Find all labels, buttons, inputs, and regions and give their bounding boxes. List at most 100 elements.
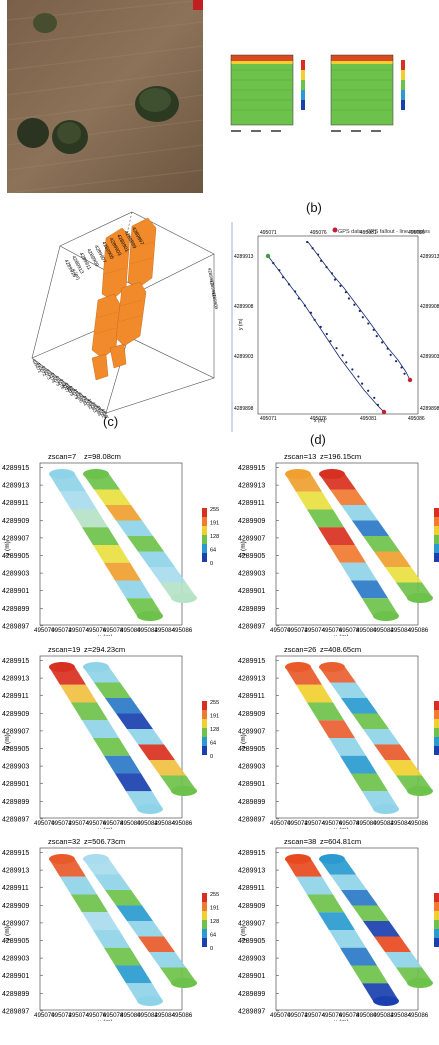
slice-strip-segment — [138, 744, 175, 760]
slice-strip-segment — [330, 874, 367, 890]
slice-y-tick: 4289915 — [238, 658, 265, 665]
colorbar-tick: 64 — [210, 741, 216, 747]
slice-strip-segment — [385, 760, 422, 776]
gps-track-plot: 495071 495071 495076 495076 495081 495081 4950… — [228, 222, 439, 432]
slice-x-tick: 495074 — [68, 1012, 89, 1019]
gps-point — [361, 316, 364, 319]
colorbar-segment — [434, 746, 439, 755]
slice-xlabel: x (m) — [98, 1019, 113, 1021]
slice-y-tick: 4289897 — [238, 1008, 265, 1015]
gps-point — [325, 265, 328, 269]
colorbar-tick: 0 — [210, 946, 213, 952]
slice-x-tick: 495076 — [322, 820, 343, 827]
gps-point — [278, 269, 281, 272]
gps-point — [287, 283, 291, 286]
colorbar-segment — [202, 728, 207, 737]
slice-y-tick: 4289905 — [238, 746, 265, 753]
gps-point — [367, 322, 370, 325]
slice-strip-segment — [60, 684, 97, 703]
gps-point — [320, 259, 323, 262]
slice-xlabel: x (m) — [334, 634, 349, 636]
gps-point — [309, 311, 313, 314]
slice-x-tick: 495070 — [270, 1012, 291, 1019]
slice-x-tick: 495072 — [51, 820, 72, 827]
slice-y-tick: 4289909 — [2, 903, 29, 910]
slice-y-tick: 4289911 — [238, 885, 265, 892]
slice-strip-segment — [149, 760, 186, 776]
gps-point — [347, 297, 351, 300]
slice-strip-segment — [127, 536, 164, 552]
slice-strip-segment — [340, 755, 377, 774]
slice-depth-label: z=294.23cm — [84, 645, 125, 654]
colorbar-segment — [202, 929, 207, 938]
block3d-x-tick: 495075 — [50, 371, 62, 387]
slice-strip-segment — [60, 491, 97, 510]
slice-y-tick: 4289913 — [2, 868, 29, 875]
block3d-x-tick: 495079 — [68, 385, 80, 401]
slice-strip-segment — [104, 947, 141, 966]
slice-zscan-label: zscan=26 — [284, 645, 316, 654]
gps-xlabel: x (m) — [314, 418, 326, 424]
slice-strip-segment — [138, 551, 175, 567]
gps-point — [294, 290, 297, 293]
slice-strip-segment — [71, 702, 108, 721]
slice-ylabel: y (m) — [240, 541, 247, 556]
slice-y-tick: 4289905 — [238, 938, 265, 945]
panel-label-b: (b) — [306, 200, 322, 215]
gps-point — [358, 309, 361, 313]
radargram-thumbnail-right — [323, 50, 413, 145]
slice-strip-segment — [116, 520, 153, 536]
colorbar-segment — [434, 535, 439, 544]
colorbar-segment — [434, 902, 439, 911]
slice-strip-segment — [149, 567, 186, 583]
gps-point — [376, 403, 380, 407]
slice-x-tick: 495072 — [287, 627, 308, 634]
slice-x-tick: 495072 — [51, 627, 72, 634]
colorbar-segment — [202, 535, 207, 544]
colorbar-segment — [202, 737, 207, 746]
depth-slice-panel: zscan=38 z=604.81cm 4289915 4289913 4289911 4… — [236, 833, 439, 1026]
slice-strip-segment — [374, 551, 411, 567]
gps-y-tick: 4289898 — [234, 406, 254, 412]
slice-y-tick: 4289915 — [2, 850, 29, 857]
colorbar-segment — [202, 893, 207, 902]
slice-strip-segment — [94, 874, 131, 890]
slice-strip-segment — [330, 489, 367, 505]
colorbar-tick: 191 — [210, 906, 219, 912]
colorbar-segment — [202, 701, 207, 710]
gps-point — [339, 284, 342, 288]
gps-y-tick: 4289913 — [234, 254, 254, 260]
slice-y-tick: 4289909 — [2, 518, 29, 525]
gps-point — [381, 341, 384, 344]
slice-y-tick: 4289907 — [2, 920, 29, 927]
slice-x-tick: 495082 — [373, 820, 394, 827]
colorbar-segment — [202, 710, 207, 719]
slice-strip-segment — [104, 755, 141, 774]
slice-depth-label: z=98.08cm — [84, 452, 121, 461]
slice-x-tick: 495080 — [356, 1012, 377, 1019]
gps-point — [316, 253, 320, 256]
slice-y-tick: 4289907 — [238, 535, 265, 542]
block3d-ylabel: y (m) — [70, 268, 81, 281]
slice-x-tick: 495074 — [304, 820, 325, 827]
slice-x-tick: 495086 — [172, 1012, 193, 1019]
slice-y-tick: 4289901 — [2, 588, 29, 595]
slice-y-tick: 4289905 — [2, 553, 29, 560]
gps-y-tick-right: 4289908 — [420, 304, 439, 310]
slice-y-tick: 4289897 — [238, 816, 265, 823]
block3d-x-tick: 495071 — [31, 358, 43, 374]
slice-strip-segment — [351, 773, 388, 792]
slice-strip-segment — [71, 509, 108, 528]
slice-strip-segment — [363, 536, 400, 552]
depth-slice-panel: zscan=26 z=408.65cm 4289915 4289913 4289911 4… — [236, 641, 439, 834]
slice-x-tick: 495070 — [270, 820, 291, 827]
slice-y-tick: 4289909 — [238, 518, 265, 525]
slice-x-tick: 495084 — [154, 1012, 175, 1019]
gps-point — [281, 276, 285, 279]
slice-x-tick: 495082 — [137, 627, 158, 634]
colorbar-segment — [202, 544, 207, 553]
colorbar-segment — [434, 719, 439, 728]
colorbar-tick: 128 — [210, 534, 219, 540]
gps-point — [357, 375, 360, 378]
slice-x-tick: 495082 — [137, 820, 158, 827]
